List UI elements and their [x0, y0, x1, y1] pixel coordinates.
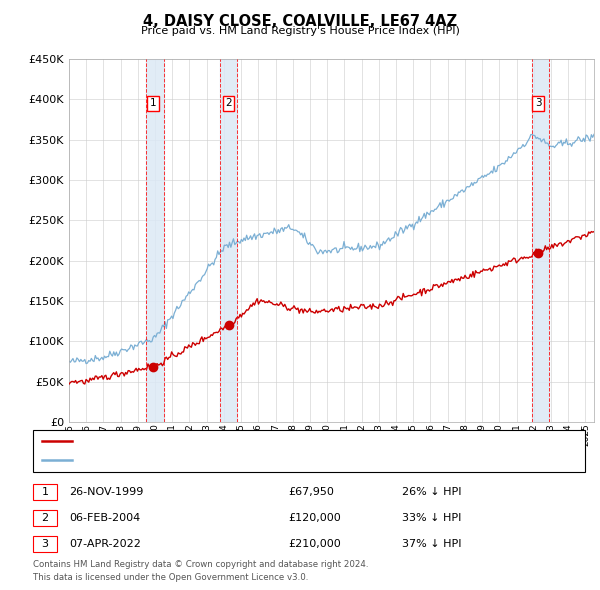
Text: 2: 2 — [225, 99, 232, 109]
Bar — [532, 59, 549, 422]
Bar — [220, 59, 237, 422]
Text: 3: 3 — [41, 539, 49, 549]
Text: 2: 2 — [41, 513, 49, 523]
Text: 37% ↓ HPI: 37% ↓ HPI — [402, 539, 461, 549]
Text: £67,950: £67,950 — [288, 487, 334, 497]
Text: 26% ↓ HPI: 26% ↓ HPI — [402, 487, 461, 497]
Text: HPI: Average price, detached house, North West Leicestershire: HPI: Average price, detached house, Nort… — [76, 455, 383, 465]
Text: 4, DAISY CLOSE, COALVILLE, LE67 4AZ (detached house): 4, DAISY CLOSE, COALVILLE, LE67 4AZ (det… — [76, 437, 352, 447]
Bar — [146, 59, 164, 422]
Text: Price paid vs. HM Land Registry's House Price Index (HPI): Price paid vs. HM Land Registry's House … — [140, 26, 460, 36]
Text: Contains HM Land Registry data © Crown copyright and database right 2024.: Contains HM Land Registry data © Crown c… — [33, 560, 368, 569]
Text: 1: 1 — [150, 99, 157, 109]
Text: 06-FEB-2004: 06-FEB-2004 — [69, 513, 140, 523]
Text: £120,000: £120,000 — [288, 513, 341, 523]
Text: 33% ↓ HPI: 33% ↓ HPI — [402, 513, 461, 523]
Text: 4, DAISY CLOSE, COALVILLE, LE67 4AZ: 4, DAISY CLOSE, COALVILLE, LE67 4AZ — [143, 14, 457, 28]
Text: 07-APR-2022: 07-APR-2022 — [69, 539, 141, 549]
Text: This data is licensed under the Open Government Licence v3.0.: This data is licensed under the Open Gov… — [33, 573, 308, 582]
Text: 1: 1 — [41, 487, 49, 497]
Text: £210,000: £210,000 — [288, 539, 341, 549]
Text: 3: 3 — [535, 99, 542, 109]
Text: 26-NOV-1999: 26-NOV-1999 — [69, 487, 143, 497]
